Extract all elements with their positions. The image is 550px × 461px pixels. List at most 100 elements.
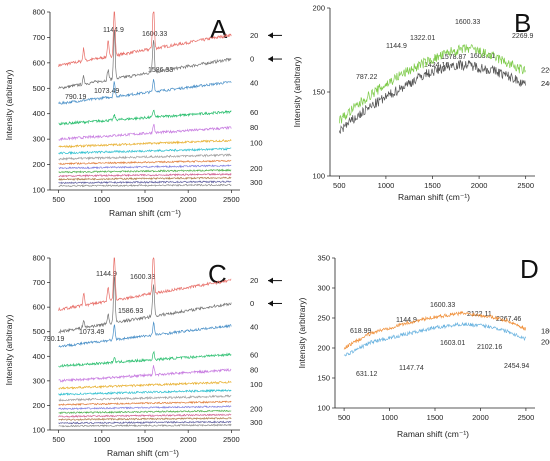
panel-a-x-tick-label: 2000 bbox=[180, 195, 197, 204]
panel-a-y-tick-label: 700 bbox=[32, 33, 45, 42]
panel-a-y-tick-label: 400 bbox=[32, 109, 45, 118]
panel-d-peak-label-2102: 2102.16 bbox=[477, 344, 502, 351]
panel-c-peak-label-1586: 1586.93 bbox=[118, 308, 143, 315]
panel-c-series-1 bbox=[58, 257, 232, 312]
panel-c-series-5 bbox=[58, 365, 232, 383]
panel-b-peak-label-1144: 1144.9 bbox=[386, 43, 407, 50]
panel-b-series-1 bbox=[338, 44, 526, 124]
panel-a-x-tick-label: 1000 bbox=[93, 195, 110, 204]
panel-d-y-tick-label: 250 bbox=[317, 314, 330, 323]
panel-b-peak-label-787: 787.22 bbox=[356, 74, 378, 81]
panel-a-y-tick-label: 600 bbox=[32, 58, 45, 67]
panel-a-series-label: 200 bbox=[250, 164, 263, 173]
panel-c-x-tick-label: 2000 bbox=[180, 435, 197, 444]
panel-a-series-label: 100 bbox=[250, 138, 263, 147]
panel-b-peak-label-2269: 2269.9 bbox=[512, 33, 534, 40]
panel-c-series-6 bbox=[58, 380, 232, 390]
panel-c-letter: C bbox=[208, 259, 227, 289]
panel-c-y-tick-label: 700 bbox=[32, 278, 45, 287]
panel-b-x-tick-label: 2500 bbox=[517, 181, 534, 190]
panel-c-peak-label-1073: 1073.49 bbox=[79, 329, 104, 336]
panel-d-x-tick-label: 1500 bbox=[427, 413, 444, 422]
panel-d-series-label: 200 bbox=[541, 338, 550, 347]
panel-a-series-label: 20 bbox=[250, 31, 258, 40]
panel-c-x-tick-label: 2500 bbox=[223, 435, 240, 444]
panel-c-peak-label-1144: 1144.9 bbox=[96, 271, 117, 278]
panel-c-series-label: 60 bbox=[250, 351, 258, 360]
panel-a-arrow-head bbox=[268, 56, 273, 63]
panel-d-series-label: 180 bbox=[541, 327, 550, 336]
panel-c-y-tick-label: 500 bbox=[32, 327, 45, 336]
panel-a-y-tick-label: 100 bbox=[32, 186, 45, 195]
panel-a-series-9 bbox=[58, 159, 232, 166]
panel-a-series-1 bbox=[58, 11, 232, 67]
panel-c-y-tick-label: 600 bbox=[32, 303, 45, 312]
panel-a-x-axis-label: Raman shift (cm⁻¹) bbox=[109, 208, 181, 218]
panel-a-y-tick-label: 200 bbox=[32, 160, 45, 169]
panel-b-series-2 bbox=[338, 59, 526, 134]
panel-a-series-14 bbox=[58, 180, 232, 185]
panel-a-series-8 bbox=[58, 153, 232, 161]
panel-b-x-tick-label: 2000 bbox=[471, 181, 488, 190]
panel-b-letter: B bbox=[514, 8, 531, 38]
panel-b-y-tick-label: 150 bbox=[312, 88, 325, 97]
panel-c-series-label: 300 bbox=[250, 418, 263, 427]
panel-a-series-11 bbox=[58, 168, 232, 174]
panel-d-peak-label-631: 631.12 bbox=[356, 371, 378, 378]
panel-a-peak-label-1586: 1586.93 bbox=[148, 67, 173, 74]
panel-a-series-label: 60 bbox=[250, 108, 258, 117]
panel-c-y-axis-label: Intensity (arbitrary) bbox=[4, 314, 14, 385]
panel-c-peak-label-790: 790.19 bbox=[43, 336, 65, 343]
panel-c-peak-label-1600: 1600.33 bbox=[130, 274, 155, 281]
panel-c-series-label: 0 bbox=[250, 299, 254, 308]
panel-d-y-tick-label: 200 bbox=[317, 344, 330, 353]
panel-d-peak-label-2267: 2267.46 bbox=[496, 316, 521, 323]
panel-c-x-tick-label: 1000 bbox=[93, 435, 110, 444]
panel-b-peak-label-1322: 1322.01 bbox=[410, 35, 435, 42]
panel-d-peak-label-1600: 1600.33 bbox=[430, 302, 455, 309]
panel-c-series-3 bbox=[58, 321, 232, 348]
panel-b-series-label: 240 bbox=[541, 79, 550, 88]
panel-c-series-7 bbox=[58, 388, 232, 397]
panel-b-x-tick-label: 500 bbox=[333, 181, 346, 190]
panel-b: B 787.22 1144.9 1322.01 1600.33 1578.87 … bbox=[292, 8, 534, 202]
panel-b-x-tick-label: 1500 bbox=[424, 181, 441, 190]
panel-c-x-axis-label: Raman shift (cm⁻¹) bbox=[107, 448, 179, 458]
panel-c-series-10 bbox=[58, 405, 232, 411]
panel-b-y-axis-label: Intensity (arbitrary) bbox=[292, 56, 302, 127]
panel-d-y-tick-label: 100 bbox=[317, 404, 330, 413]
panel-c-series-4 bbox=[58, 350, 232, 368]
panel-d-x-tick-label: 1000 bbox=[381, 413, 398, 422]
panel-d-y-tick-label: 150 bbox=[317, 374, 330, 383]
panel-c-series-label: 80 bbox=[250, 365, 258, 374]
panel-c-series-label: 20 bbox=[250, 276, 258, 285]
panel-d-series-2 bbox=[343, 321, 527, 357]
panel-a-x-tick-label: 2500 bbox=[223, 195, 240, 204]
panel-d-peak-label-1603: 1603.01 bbox=[440, 340, 465, 347]
panel-a-series-label: 300 bbox=[250, 178, 263, 187]
panel-c-series-14 bbox=[58, 420, 232, 425]
panel-b-y-tick-label: 200 bbox=[312, 4, 325, 13]
panel-d-peak-label-1144: 1144.9 bbox=[396, 317, 417, 324]
panel-c-y-tick-label: 400 bbox=[32, 352, 45, 361]
panel-c-series-label: 40 bbox=[250, 322, 258, 331]
panel-c-series-label: 100 bbox=[250, 380, 263, 389]
panel-a-series-10 bbox=[58, 164, 232, 170]
panel-d-x-axis-label: Raman shift (cm⁻¹) bbox=[397, 429, 469, 439]
panel-d-peak-label-618: 618.99 bbox=[350, 328, 372, 335]
panel-a-series-label: 0 bbox=[250, 55, 254, 64]
panel-a-x-tick-label: 1500 bbox=[137, 195, 154, 204]
panel-d-peak-label-2454: 2454.94 bbox=[504, 363, 529, 370]
panel-d-x-tick-label: 500 bbox=[338, 413, 351, 422]
panel-c-y-tick-label: 800 bbox=[32, 254, 45, 263]
panel-b-peak-label-1600: 1600.33 bbox=[455, 19, 480, 26]
panel-c-arrow-head bbox=[268, 277, 273, 284]
panel-a-series-6 bbox=[58, 138, 232, 149]
panel-b-x-axis-label: Raman shift (cm⁻¹) bbox=[398, 192, 470, 202]
panel-a-series-7 bbox=[58, 146, 232, 156]
panel-c-series-2 bbox=[58, 276, 232, 335]
chart-marks: 500 1000 1500 2000 2500100200300400500600700… bbox=[32, 4, 550, 445]
panel-c-x-tick-label: 1500 bbox=[137, 435, 154, 444]
panel-c-x-tick-label: 500 bbox=[52, 435, 65, 444]
